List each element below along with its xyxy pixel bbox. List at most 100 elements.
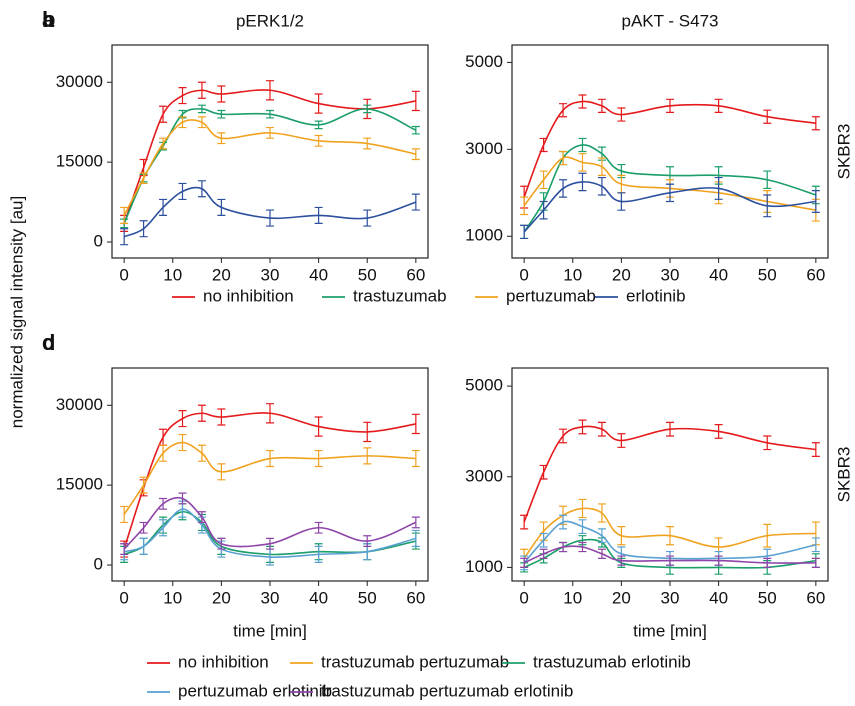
error-bar [520,514,529,530]
x-tick-label: 10 [163,588,182,607]
series-line [123,89,416,224]
x-tick-label: 60 [406,588,425,607]
error-bar [178,87,187,105]
panel-title: pAKT - S473 [621,11,718,30]
x-tick-label: 50 [758,265,777,284]
error-bar [266,537,274,550]
error-bar [120,228,129,246]
error-bar [363,447,372,465]
error-bar [266,80,274,101]
error-bar [539,532,548,548]
error-bar [314,416,323,437]
error-bar [314,545,323,563]
error-bar [217,537,226,550]
y-tick-label: 15000 [56,475,103,494]
y-tick-label: 5000 [465,52,503,71]
series-line [123,119,417,216]
error-bar [159,137,168,150]
error-bar [811,557,820,569]
error-bar [197,404,206,422]
y-tick-label: 0 [94,232,103,251]
error-bar [559,428,568,444]
legend-label: trastuzumab pertuzumab [321,652,509,671]
x-tick-label: 20 [612,588,631,607]
legend-label: no inhibition [203,286,294,305]
error-bar [539,464,548,480]
error-bar [811,116,820,131]
x-tick-label: 50 [358,588,377,607]
x-tick-label: 0 [119,588,128,607]
error-bar [120,505,129,524]
legend-label: trastuzumab [353,286,447,305]
error-bar [217,198,226,216]
error-bar [197,444,206,462]
error-bar [666,421,674,437]
x-tick-label: 0 [519,588,528,607]
series-line [523,181,816,233]
error-bar [178,492,187,505]
error-bar [178,182,187,201]
error-bar [597,98,606,113]
error-bar [139,537,148,555]
error-bar [559,150,568,166]
error-bar [539,170,548,190]
error-bar [578,498,587,519]
error-bar [666,555,674,566]
error-bar [763,435,772,451]
error-bar [411,516,420,529]
x-axis-title: time [min] [633,621,707,640]
error-bar [597,548,606,559]
x-tick-label: 30 [661,588,680,607]
error-bar [217,132,226,145]
series-line [123,510,417,556]
x-tick-label: 10 [163,265,182,284]
error-bar [266,403,274,424]
series-line [123,508,417,559]
series-line [123,496,417,550]
error-bar [520,224,529,240]
y-tick-label: 30000 [56,72,103,91]
y-tick-label: 0 [94,555,103,574]
error-bar [314,120,323,130]
error-bar [578,94,587,109]
error-bar [363,104,372,114]
error-bar [178,433,187,452]
y-tick-label: 1000 [465,226,503,245]
error-bar [597,503,606,523]
series-line [123,108,417,224]
legend-label: erlotinib [626,286,686,305]
series-line [523,507,816,559]
error-bar [178,116,187,129]
error-bar [178,410,187,428]
panel-title: pERK1/2 [236,11,304,30]
x-tick-label: 50 [758,588,777,607]
x-tick-label: 20 [612,265,631,284]
error-bar [559,179,568,198]
panel-label: b [42,7,55,32]
error-bar [120,543,129,555]
error-bar [266,209,274,227]
error-bar [559,541,568,553]
error-bar [314,521,323,534]
error-bar [666,98,674,113]
error-bar [314,449,323,468]
x-tick-label: 40 [709,588,728,607]
error-bar [197,81,206,99]
x-tick-label: 50 [358,265,377,284]
series-line [523,538,816,569]
error-bar [217,109,226,119]
series-line [123,186,417,238]
y-tick-label: 15000 [56,152,103,171]
x-tick-label: 30 [261,265,280,284]
error-bar [617,526,626,546]
error-bar [763,109,772,124]
x-tick-label: 40 [709,265,728,284]
x-tick-label: 30 [661,265,680,284]
y-tick-label: 5000 [465,376,503,395]
error-bar [520,196,529,216]
x-tick-label: 0 [119,265,128,284]
error-bar [363,535,372,547]
error-bar [139,220,148,238]
x-tick-label: 60 [806,588,825,607]
error-bar [811,537,820,553]
